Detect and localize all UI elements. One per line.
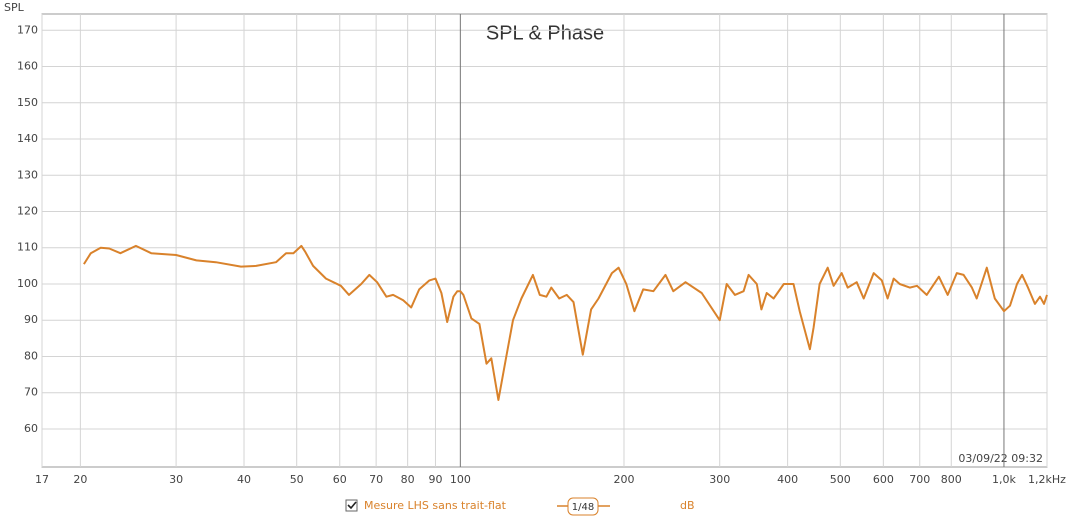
x-tick-label: 500 [830, 473, 851, 486]
y-tick-label: 110 [17, 241, 38, 254]
x-tick-label: 800 [941, 473, 962, 486]
series-line [83, 244, 1048, 401]
x-tick-label: 700 [909, 473, 930, 486]
y-tick-label: 170 [17, 23, 38, 36]
y-tick-label: 130 [17, 168, 38, 181]
chart-title: SPL & Phase [486, 22, 604, 44]
x-tick-label: 600 [873, 473, 894, 486]
y-tick-label: 90 [24, 313, 38, 326]
x-tick-label: 20 [73, 473, 87, 486]
x-tick-label: 400 [777, 473, 798, 486]
y-tick-label: 100 [17, 277, 38, 290]
x-tick-label: 60 [333, 473, 347, 486]
x-tick-label: 70 [369, 473, 383, 486]
y-tick-label: 60 [24, 422, 38, 435]
x-tick-label: 40 [237, 473, 251, 486]
legend-checkbox[interactable] [345, 499, 358, 512]
y-tick-label: 160 [17, 60, 38, 73]
x-tick-label: 17 [35, 473, 49, 486]
y-tick-label: 70 [24, 386, 38, 399]
y-axis-label: SPL [4, 1, 25, 14]
x-tick-label: 90 [428, 473, 442, 486]
x-tick-label: 1,0k [992, 473, 1016, 486]
x-tick-label: 100 [450, 473, 471, 486]
timestamp: 03/09/22 09:32 [958, 452, 1043, 465]
legend-label: Mesure LHS sans trait-flat [364, 499, 507, 512]
x-tick-label: 300 [709, 473, 730, 486]
x-tick-label: 1,2kHz [1028, 473, 1066, 486]
y-tick-label: 150 [17, 96, 38, 109]
legend: Mesure LHS sans trait-flat 1/48 dB [345, 497, 695, 516]
x-tick-label: 30 [169, 473, 183, 486]
x-tick-label: 200 [613, 473, 634, 486]
y-tick-label: 80 [24, 349, 38, 362]
x-tick-label: 80 [401, 473, 415, 486]
y-tick-label: 140 [17, 132, 38, 145]
check [347, 501, 357, 510]
y-tick-label: 120 [17, 205, 38, 218]
smoothing-label: 1/48 [572, 502, 594, 513]
x-tick-label: 50 [290, 473, 304, 486]
plot-area [41, 13, 1048, 468]
smoothing-box[interactable] [567, 497, 599, 516]
unit-label: dB [680, 499, 695, 512]
